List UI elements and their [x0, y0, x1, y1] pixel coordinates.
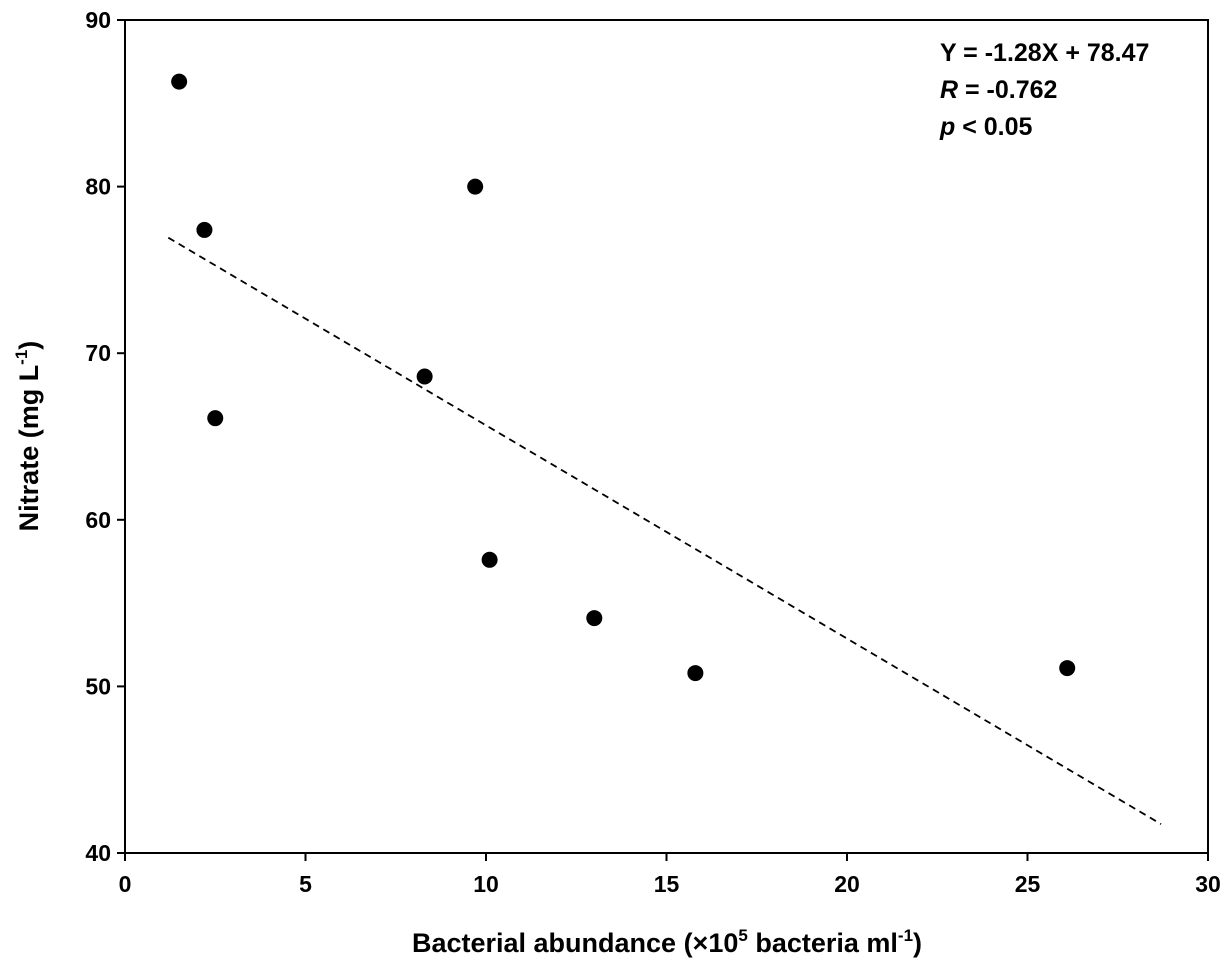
r-symbol: R — [940, 76, 958, 104]
correlation-coefficient: R = -0.762 — [940, 76, 1057, 104]
y-tick-label: 90 — [85, 7, 111, 33]
stats-annotation: Y = -1.28X + 78.47 R = -0.762 p < 0.05 — [939, 39, 1149, 141]
data-point — [171, 73, 188, 90]
data-point — [196, 221, 213, 238]
data-point — [586, 610, 603, 627]
regression-line — [167, 236, 1162, 825]
y-tick-label: 60 — [85, 507, 111, 533]
x-tick-label: 10 — [473, 871, 499, 897]
x-tick-label: 15 — [654, 871, 680, 897]
y-axis-title: Nitrate (mg L-1) — [12, 341, 44, 532]
data-point — [207, 410, 224, 427]
data-point — [416, 368, 433, 385]
x-tick-label: 25 — [1015, 871, 1041, 897]
data-point — [687, 665, 704, 682]
x-axis-title: Bacterial abundance (×105 bacteria ml-1) — [412, 926, 922, 958]
x-axis-title-exp2: -1 — [898, 926, 913, 945]
r-value: = -0.762 — [958, 76, 1057, 104]
plot-frame — [124, 19, 1209, 854]
regression-equation: Y = -1.28X + 78.47 — [940, 39, 1149, 67]
y-axis-title-exp: -1 — [12, 350, 31, 365]
p-value-label: p < 0.05 — [939, 113, 1033, 141]
x-axis-title-close: ) — [913, 928, 922, 958]
data-point — [1059, 660, 1076, 677]
p-value: < 0.05 — [955, 113, 1032, 141]
y-axis-title-main: Nitrate (mg L — [14, 365, 44, 532]
axes-group — [124, 19, 1209, 854]
y-tick-label: 50 — [85, 673, 111, 699]
points-group — [171, 73, 1076, 682]
fit-line-group — [167, 236, 1162, 825]
y-tick-label: 70 — [85, 340, 111, 366]
y-tick-label: 40 — [85, 840, 111, 866]
x-axis-title-main: Bacterial abundance (×10 — [412, 928, 738, 958]
p-symbol: p — [939, 113, 955, 141]
y-axis-title-close: ) — [14, 341, 44, 350]
x-axis-title-exp: 5 — [738, 926, 747, 945]
x-axis-title-mid: bacteria ml — [748, 928, 898, 958]
ticks-group: 0 5 10 15 20 25 30 40 50 60 70 80 90 — [85, 7, 1220, 897]
x-tick-label: 30 — [1195, 871, 1221, 897]
data-point — [481, 551, 498, 568]
x-tick-label: 20 — [834, 871, 860, 897]
y-tick-label: 80 — [85, 174, 111, 200]
x-tick-label: 0 — [119, 871, 132, 897]
x-tick-label: 5 — [299, 871, 312, 897]
data-point — [467, 178, 484, 195]
